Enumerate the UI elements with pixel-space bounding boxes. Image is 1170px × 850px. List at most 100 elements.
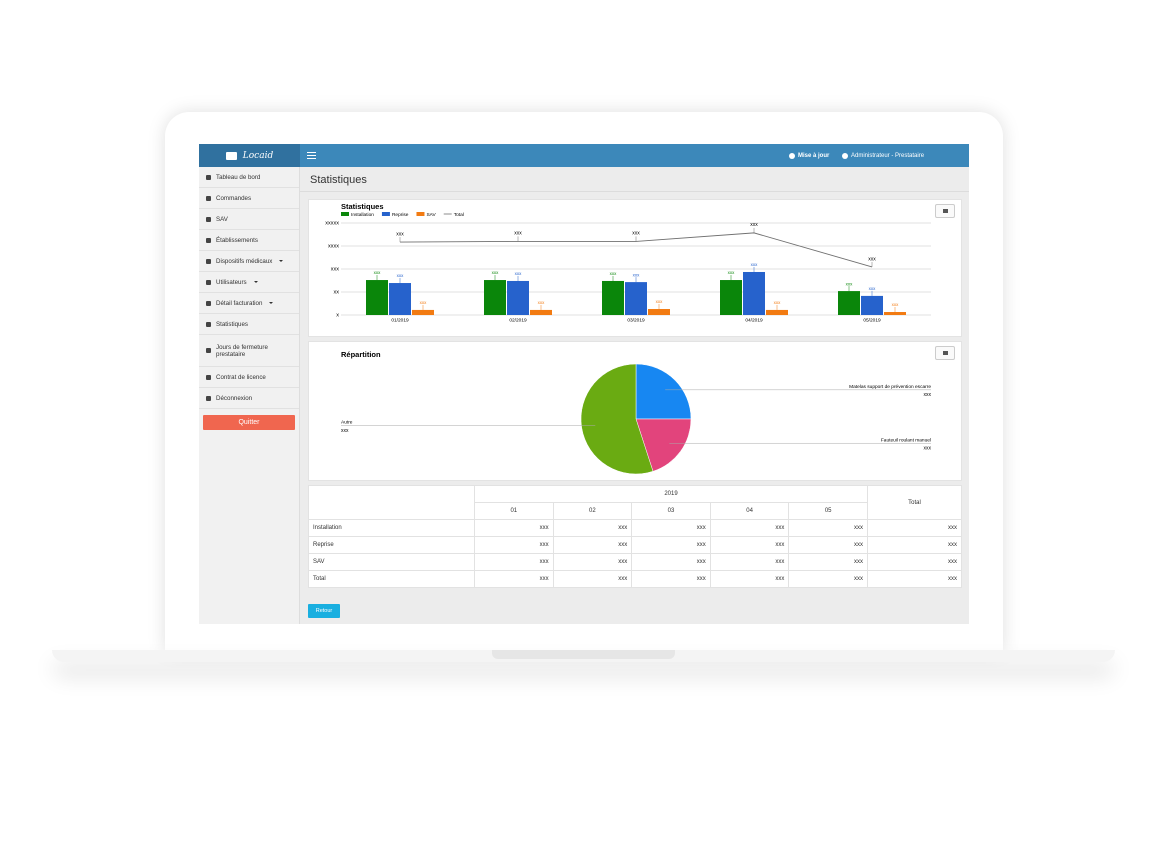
legend-label: Installation [351, 212, 374, 218]
bar-value-label: xxx [728, 270, 736, 275]
bar [884, 312, 906, 315]
x-tick-label: 01/2019 [391, 317, 409, 323]
pie-chart-panel: Répartition Matelas support de préventio… [308, 341, 962, 481]
bar [412, 309, 434, 315]
nav-item[interactable]: Statistiques [199, 314, 299, 335]
nav-item[interactable]: Tableau de bord [199, 167, 299, 188]
nav-label: Contrat de licence [216, 373, 266, 381]
nav-item[interactable]: Jours de fermeture prestataire [199, 335, 299, 367]
nav-label: SAV [216, 215, 228, 223]
table-cell: xxx [788, 553, 868, 571]
line-value-label: xxx [396, 231, 404, 237]
stats-table: 2019 Total 01 02 03 04 05 Installation xx… [308, 485, 962, 588]
nav-item[interactable]: Dispositifs médicaux [199, 251, 299, 272]
logo[interactable]: Locaid [199, 144, 300, 167]
slice-label: Autre [341, 420, 353, 426]
table-body: Installation xxx xxx xxx xxx xxx xxx Reprise xxx… [308, 519, 962, 588]
pie-slice [635, 418, 692, 472]
nav-item[interactable]: SAV [199, 209, 299, 230]
row-label: SAV [308, 553, 475, 571]
nav-item[interactable]: Commandes [199, 188, 299, 209]
bar-value-label: xxx [538, 300, 546, 305]
y-tick-label: xxxxx [325, 220, 339, 226]
bar-value-label: xxx [751, 262, 759, 267]
divider [300, 191, 969, 192]
update-link[interactable]: Mise à jour [789, 144, 829, 167]
table-row: SAV xxx xxx xxx xxx xxx xxx [308, 553, 962, 571]
legend-swatch [416, 212, 425, 216]
nav-label: Utilisateurs [216, 278, 247, 286]
table-cell: xxx [867, 536, 962, 554]
line-value-label: xxx [750, 222, 758, 228]
table-cell: xxx [867, 519, 962, 537]
update-text: Mise à jour [798, 152, 830, 159]
nav-label: Tableau de bord [216, 173, 261, 181]
bar-value-label: xxx [515, 271, 523, 276]
quit-button[interactable]: Quitter [203, 415, 295, 430]
pie-chart: Répartition Matelas support de préventio… [341, 350, 932, 475]
bar-value-label: xxx [633, 272, 641, 277]
nav-item[interactable]: Utilisateurs [199, 272, 299, 293]
header-row: 2019 Total [308, 485, 962, 520]
x-tick-label: 03/2019 [627, 317, 645, 323]
table-cell: xxx [867, 570, 962, 588]
bar-value-label: xxx [656, 299, 664, 304]
bar-value-label: xxx [492, 270, 500, 275]
bar-chart: Statistiques xxx xxx xxx xxx xxx Installation… [325, 202, 931, 323]
user-menu[interactable]: Administrateur - Prestataire [842, 144, 924, 167]
pie-slice [635, 363, 692, 420]
nav-item[interactable]: Établissements [199, 230, 299, 251]
bar [743, 271, 765, 315]
legend-label: Total [454, 212, 464, 218]
y-tick-label: xxx [331, 266, 340, 272]
bar-value-label: xxx [420, 300, 428, 305]
bar [507, 280, 529, 315]
month-header: 02 [552, 502, 633, 520]
nav-item[interactable]: Contrat de licence [199, 367, 299, 388]
table-cell: xxx [552, 570, 633, 588]
nav-label: Statistiques [216, 320, 248, 328]
bar-value-label: xxx [892, 302, 900, 307]
table-cell: xxx [474, 570, 554, 588]
bar [766, 309, 788, 315]
nav-item[interactable]: Détail facturation [199, 293, 299, 314]
table-cell: xxx [474, 519, 554, 537]
menu-toggle[interactable] [307, 152, 316, 159]
bar [838, 291, 860, 315]
table-cell: xxx [474, 536, 554, 554]
nav-label: Détail facturation [216, 299, 263, 307]
back-button[interactable]: Retour [308, 604, 340, 618]
bar [366, 280, 388, 315]
table-cell: xxx [474, 553, 554, 571]
total-header: Total [867, 485, 962, 520]
corner-cell [308, 485, 475, 520]
nav-label: Commandes [216, 194, 252, 202]
print-button[interactable] [935, 346, 955, 360]
year-header: 2019 [474, 485, 868, 503]
bar [602, 280, 624, 315]
chart-title: Répartition [341, 350, 381, 359]
row-label: Reprise [308, 536, 475, 554]
table-cell: xxx [709, 553, 790, 571]
chart-title: Statistiques [341, 202, 384, 211]
nav-label: Dispositifs médicaux [216, 257, 273, 265]
legend-label: Reprise [392, 212, 409, 218]
table-cell: xxx [552, 553, 633, 571]
print-button[interactable] [935, 204, 955, 218]
table-cell: xxx [709, 519, 790, 537]
nav-item[interactable]: Déconnexion [199, 388, 299, 409]
legend-swatch [341, 212, 349, 216]
bar-value-label: xxx [610, 271, 618, 276]
table-cell: xxx [631, 570, 711, 588]
table-cell: xxx [631, 519, 711, 537]
slice-value-label: xxx [924, 392, 932, 398]
slice-label: Matelas support de prévention escarre [849, 384, 931, 390]
month-header: 04 [709, 502, 790, 520]
bar [625, 282, 647, 315]
y-tick-label: xx [334, 289, 340, 295]
table-row: Reprise xxx xxx xxx xxx xxx xxx [308, 536, 962, 554]
table-row: Total xxx xxx xxx xxx xxx xxx [308, 570, 962, 588]
bar-value-label: xxx [374, 270, 382, 275]
row-label: Installation [308, 519, 475, 537]
